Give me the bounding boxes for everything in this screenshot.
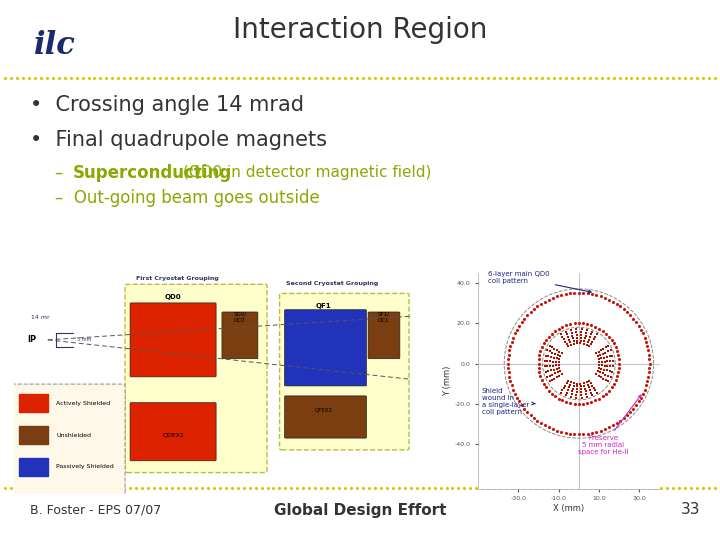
FancyBboxPatch shape	[125, 284, 267, 472]
Text: 6-layer main QD0
coil pattern: 6-layer main QD0 coil pattern	[488, 271, 591, 293]
Text: 14 mr: 14 mr	[31, 315, 50, 320]
Text: QFEX2: QFEX2	[315, 408, 333, 413]
Text: 5 mm: 5 mm	[77, 338, 91, 342]
Bar	[19, 394, 48, 413]
Text: QD0: QD0	[165, 294, 181, 300]
X-axis label: X (mm): X (mm)	[553, 504, 585, 513]
Text: –: –	[55, 164, 74, 182]
FancyBboxPatch shape	[284, 396, 366, 438]
Text: (QD0 in detector magnetic field): (QD0 in detector magnetic field)	[178, 165, 431, 180]
FancyBboxPatch shape	[130, 403, 216, 461]
Text: QF1: QF1	[315, 303, 331, 309]
FancyBboxPatch shape	[222, 312, 258, 359]
Text: ilc: ilc	[34, 30, 76, 60]
Text: Unshielded: Unshielded	[56, 433, 91, 437]
FancyBboxPatch shape	[12, 384, 125, 495]
Text: –  Out-going beam goes outside: – Out-going beam goes outside	[55, 189, 320, 207]
Y-axis label: Y (mm): Y (mm)	[443, 366, 451, 396]
Bar	[19, 458, 48, 476]
Text: 33: 33	[680, 503, 700, 517]
Text: Superconducting: Superconducting	[73, 164, 232, 182]
Text: Interaction Region: Interaction Region	[233, 16, 487, 44]
Text: Second Cryostat Grouping: Second Cryostat Grouping	[286, 281, 378, 286]
Text: SF1/
OC1: SF1/ OC1	[378, 312, 390, 322]
Text: QDEX1: QDEX1	[162, 433, 184, 437]
Text: Global Design Effort: Global Design Effort	[274, 503, 446, 517]
FancyBboxPatch shape	[279, 293, 409, 450]
Text: Actively Shielded: Actively Shielded	[56, 401, 110, 406]
Text: •  Crossing angle 14 mrad: • Crossing angle 14 mrad	[30, 95, 304, 115]
FancyBboxPatch shape	[284, 310, 366, 386]
Text: IP: IP	[27, 335, 36, 345]
FancyBboxPatch shape	[130, 303, 216, 377]
Text: Passively Shielded: Passively Shielded	[56, 464, 114, 469]
FancyBboxPatch shape	[368, 312, 400, 359]
Text: First Cryostat Grouping: First Cryostat Grouping	[136, 276, 219, 281]
Text: Shield
wound in
a single-layer
coil pattern: Shield wound in a single-layer coil patt…	[482, 388, 535, 415]
Bar	[19, 426, 48, 444]
Text: B. Foster - EPS 07/07: B. Foster - EPS 07/07	[30, 503, 161, 516]
Text: SD0/
OC0: SD0/ OC0	[233, 312, 246, 322]
Text: Preserve
5 mm radial
space for He-II: Preserve 5 mm radial space for He-II	[578, 395, 641, 455]
Text: •  Final quadrupole magnets: • Final quadrupole magnets	[30, 130, 327, 150]
